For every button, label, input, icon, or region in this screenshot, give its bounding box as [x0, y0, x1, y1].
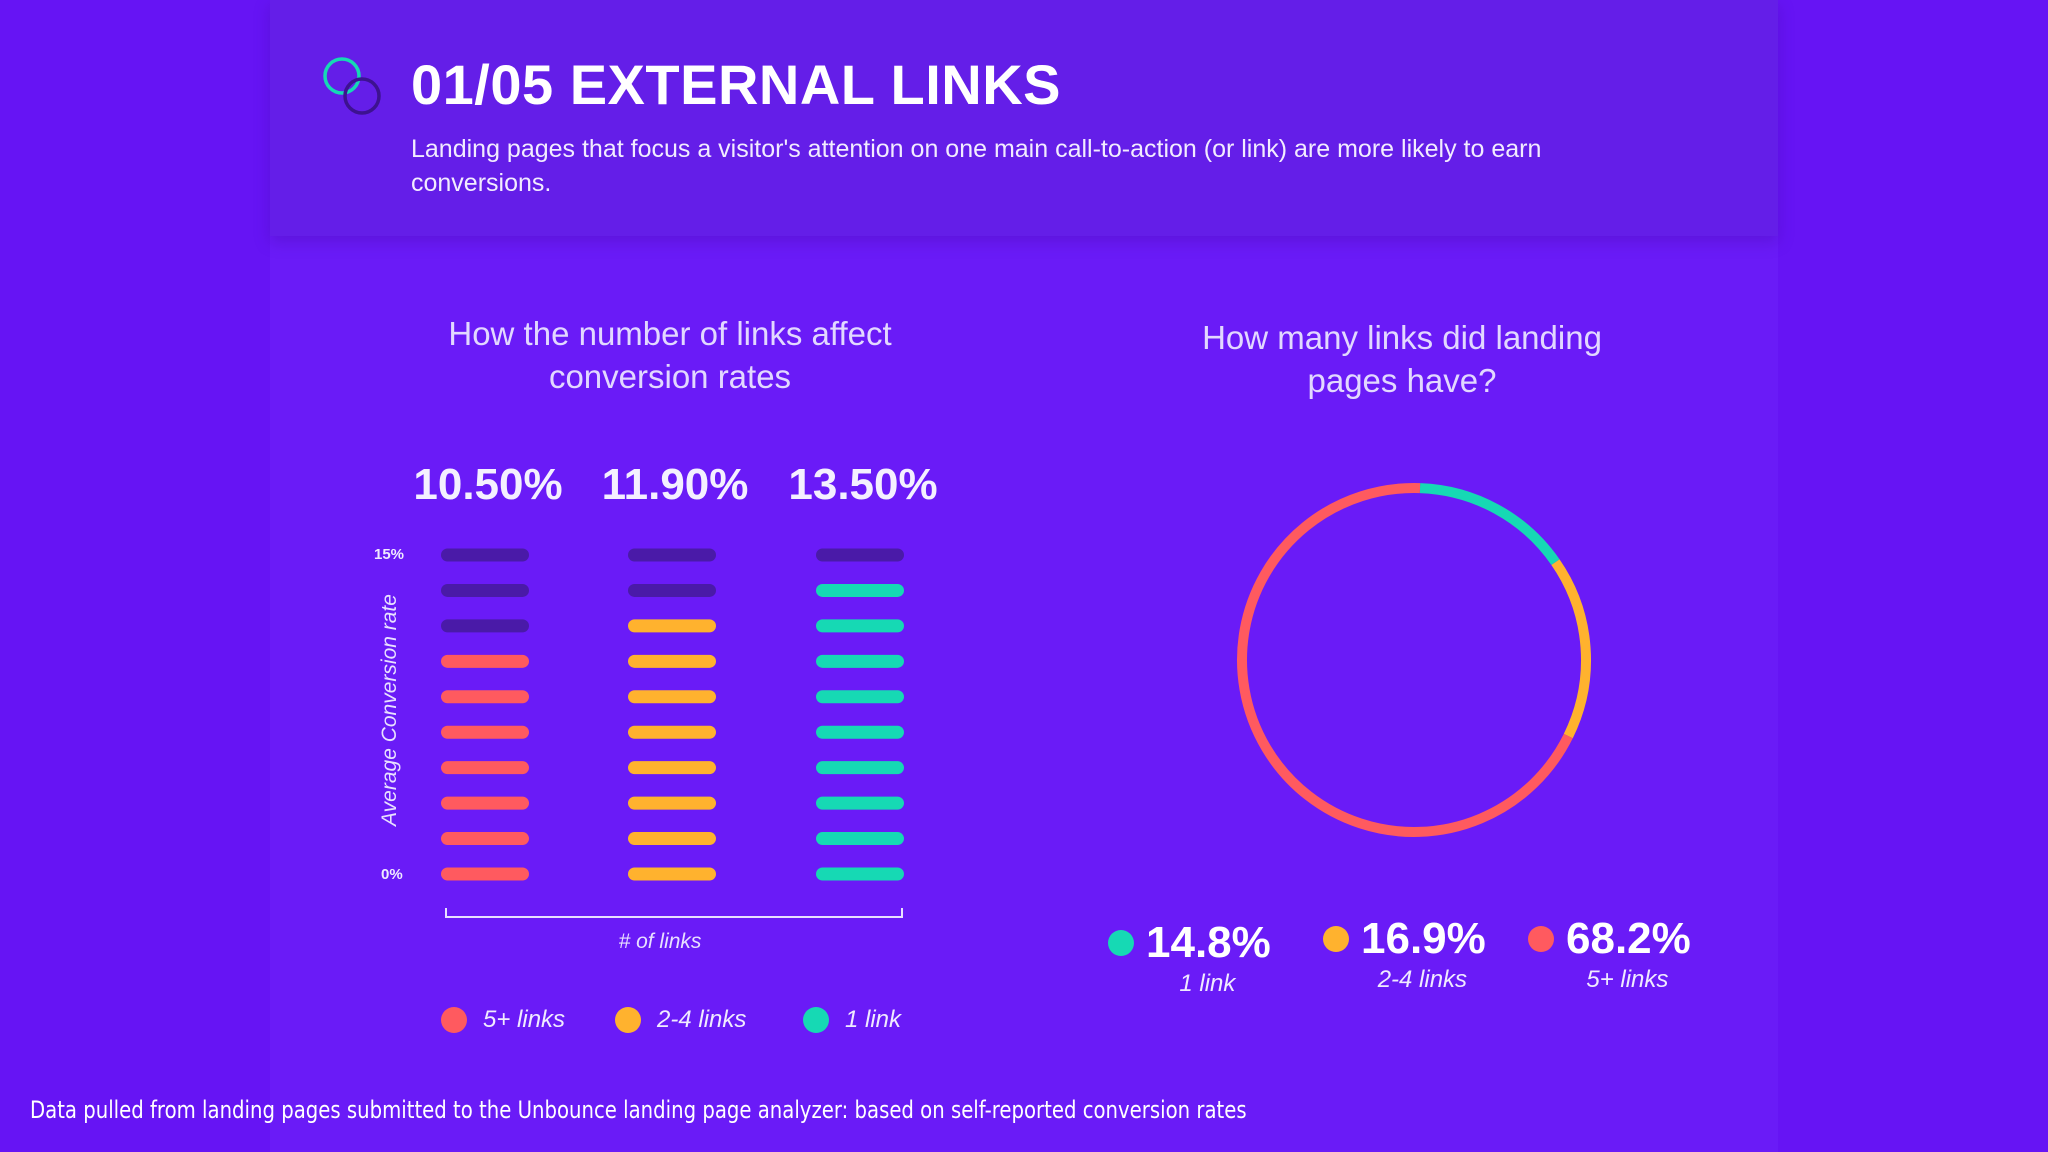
- bar-segment-5plus-4: [441, 761, 529, 775]
- circles-logo-icon: [323, 57, 381, 115]
- bar-segment-1-8: [816, 619, 904, 633]
- bar-chart-title: How the number of links affect conversio…: [448, 315, 892, 395]
- bar-segment-5plus-8: [441, 619, 529, 633]
- bar-segment-2to4-9: [628, 583, 716, 597]
- bar-segment-2to4-4: [628, 761, 716, 775]
- page-title: 01/05 EXTERNAL LINKS: [411, 53, 1062, 116]
- bar-segment-1-3: [816, 796, 904, 810]
- donut-slice-1: [1419, 483, 1560, 566]
- bar-segment-5plus-1: [441, 867, 529, 881]
- legend-dot-2to4: [615, 1007, 641, 1033]
- page-subtitle: Landing pages that focus a visitor's att…: [411, 135, 1542, 197]
- donut-slice-2to4: [1551, 559, 1591, 739]
- legend-dot-5plus: [441, 1007, 467, 1033]
- donut-label-1: 1 link: [1179, 970, 1236, 997]
- donut-legend-2to4: 16.9% 2-4 links: [1323, 914, 1486, 994]
- bar-segment-2to4-5: [628, 725, 716, 739]
- value-label-1: 13.50%: [788, 460, 938, 509]
- bar-segment-1-6: [816, 690, 904, 704]
- legend-item-2to4: 2-4 links: [615, 1006, 746, 1034]
- bar-segment-5plus-9: [441, 583, 529, 597]
- footer-note: Data pulled from landing pages submitted…: [30, 1096, 1247, 1124]
- donut-slice-5plus: [1237, 483, 1573, 837]
- legend-label-5plus: 5+ links: [483, 1006, 566, 1033]
- y-tick-top: 15%: [374, 546, 405, 563]
- x-axis-title: # of links: [618, 930, 702, 953]
- bar-segment-5plus-5: [441, 725, 529, 739]
- bar-segment-2to4-6: [628, 690, 716, 704]
- legend-item-1: 1 link: [803, 1006, 901, 1034]
- donut-dot-5plus: [1528, 926, 1554, 952]
- donut-label-2to4: 2-4 links: [1377, 966, 1468, 993]
- bar-segment-5plus-7: [441, 654, 529, 668]
- bar-segment-5plus-10: [441, 548, 529, 562]
- bar-segment-5plus-6: [441, 690, 529, 704]
- donut-label-5plus: 5+ links: [1586, 966, 1669, 993]
- donut-dot-2to4: [1323, 926, 1349, 952]
- header-band: [270, 0, 1778, 236]
- bar-segment-2to4-8: [628, 619, 716, 633]
- donut-legend-5plus: 68.2% 5+ links: [1528, 914, 1691, 994]
- value-label-5plus: 10.50%: [413, 460, 563, 509]
- legend-dot-1: [803, 1007, 829, 1033]
- x-axis-bracket: [445, 908, 903, 918]
- bar-segment-2to4-7: [628, 654, 716, 668]
- donut-dot-1: [1108, 930, 1134, 956]
- bar-segment-1-2: [816, 832, 904, 846]
- donut-chart-title: How many links did landing pages have?: [1202, 319, 1602, 399]
- bar-segment-1-4: [816, 761, 904, 775]
- donut-value-1: 14.8%: [1146, 918, 1271, 967]
- donut-legend-1: 14.8% 1 link: [1108, 918, 1271, 998]
- bar-segment-1-7: [816, 654, 904, 668]
- bar-segment-5plus-2: [441, 832, 529, 846]
- legend-label-1: 1 link: [845, 1006, 902, 1033]
- bar-segment-1-5: [816, 725, 904, 739]
- bar-segment-1-10: [816, 548, 904, 562]
- bar-segment-5plus-3: [441, 796, 529, 810]
- bar-segment-2to4-2: [628, 832, 716, 846]
- donut-value-2to4: 16.9%: [1361, 914, 1486, 963]
- bar-segment-1-9: [816, 583, 904, 597]
- legend-item-5plus: 5+ links: [441, 1006, 565, 1034]
- legend-label-2to4: 2-4 links: [657, 1006, 747, 1033]
- y-tick-bottom: 0%: [381, 866, 403, 883]
- bar-segment-2to4-1: [628, 867, 716, 881]
- bar-segment-2to4-3: [628, 796, 716, 810]
- bar-segment-2to4-10: [628, 548, 716, 562]
- value-label-2to4: 11.90%: [601, 460, 749, 509]
- bar-segment-1-1: [816, 867, 904, 881]
- donut-value-5plus: 68.2%: [1566, 914, 1691, 963]
